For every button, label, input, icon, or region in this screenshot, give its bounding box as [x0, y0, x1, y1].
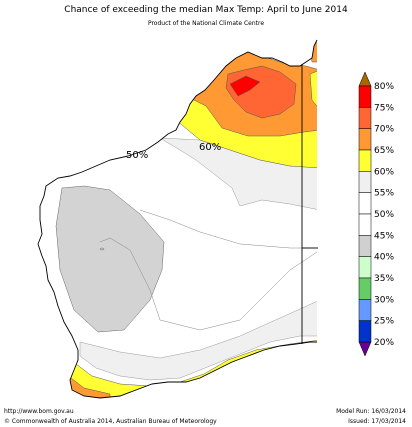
legend-swatch: [358, 277, 372, 300]
legend-label: 60%: [374, 167, 394, 177]
probability-fills: [55, 40, 317, 398]
legend-label: 35%: [374, 274, 394, 284]
legend-label: 55%: [374, 189, 394, 199]
legend-label: 65%: [374, 146, 394, 156]
legend-swatch: [358, 85, 372, 108]
legend-swatch: [358, 128, 372, 151]
footer-copyright: © Commonwealth of Australia 2014, Austra…: [4, 418, 217, 425]
legend-swatch: [358, 320, 372, 343]
map-subtitle: Product of the National Climate Centre: [147, 20, 265, 27]
legend-label: 75%: [374, 103, 394, 113]
footer-url[interactable]: http://www.bom.gov.au: [4, 408, 74, 415]
lake-marker: [99, 247, 105, 251]
legend-label: 40%: [374, 253, 394, 263]
footer-model-run: Model Run: 16/03/2014: [336, 408, 406, 415]
legend-label: 30%: [374, 295, 394, 305]
legend-swatch: [358, 149, 372, 172]
legend-label: 25%: [374, 317, 394, 327]
legend-swatch: [358, 299, 372, 321]
legend-swatch: [358, 256, 372, 279]
legend-label: 45%: [374, 231, 394, 241]
legend-swatch: [358, 107, 372, 129]
legend-label: 50%: [374, 210, 394, 220]
footer-issued: Issued: 17/03/2014: [348, 418, 406, 425]
legend-swatch: [358, 213, 372, 236]
legend-swatch: [358, 171, 372, 193]
legend-swatch: [358, 192, 372, 215]
legend-swatch: [358, 235, 372, 257]
legend-arrow-bottom: [358, 341, 372, 357]
legend: 80% 75% 70% 65% 60% 55% 50% 45% 40% 35% 30% 25% 20%: [358, 71, 394, 357]
coastline: [37, 39, 318, 399]
legend-label: 70%: [374, 125, 394, 135]
map-title: Chance of exceeding the median Max Temp:…: [64, 5, 348, 15]
contour-label-60: 60%: [199, 142, 221, 153]
legend-label: 80%: [374, 82, 394, 92]
contour-label-50: 50%: [126, 150, 148, 161]
legend-arrow-top: [358, 71, 372, 87]
legend-label: 20%: [374, 338, 394, 348]
